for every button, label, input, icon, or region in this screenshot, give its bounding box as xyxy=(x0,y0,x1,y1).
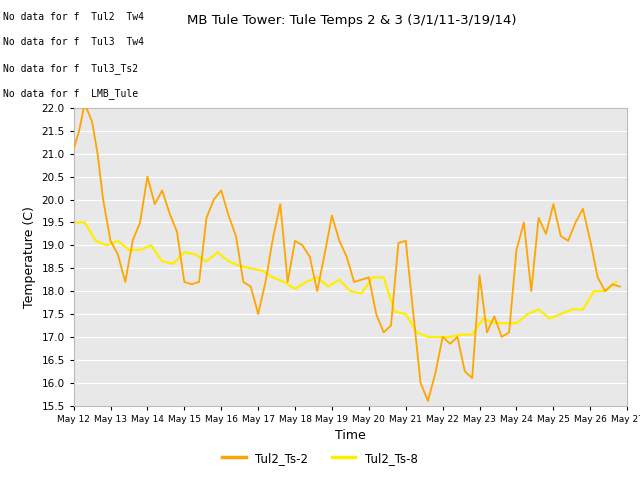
Tul2_Ts-8 xyxy=(557,311,564,317)
Tul2_Ts-8 xyxy=(302,279,310,285)
Tul2_Ts-8 xyxy=(280,279,288,285)
Tul2_Ts-8 xyxy=(103,242,111,248)
Tul2_Ts-8 xyxy=(380,275,387,280)
Tul2_Ts-2 xyxy=(424,398,432,404)
Tul2_Ts-8 xyxy=(247,265,255,271)
Y-axis label: Temperature (C): Temperature (C) xyxy=(23,206,36,308)
Line: Tul2_Ts-8: Tul2_Ts-8 xyxy=(74,222,616,337)
Tul2_Ts-8 xyxy=(225,259,232,264)
Tul2_Ts-8 xyxy=(457,332,465,337)
Tul2_Ts-8 xyxy=(468,332,476,337)
Tul2_Ts-8 xyxy=(358,290,365,296)
Tul2_Ts-2 xyxy=(446,341,454,347)
Tul2_Ts-2 xyxy=(81,100,88,106)
Tul2_Ts-8 xyxy=(291,286,299,292)
Tul2_Ts-8 xyxy=(402,311,410,317)
Tul2_Ts-2 xyxy=(262,279,269,285)
Line: Tul2_Ts-2: Tul2_Ts-2 xyxy=(74,103,620,401)
Tul2_Ts-8 xyxy=(214,249,221,255)
Tul2_Ts-8 xyxy=(114,238,122,244)
Tul2_Ts-8 xyxy=(258,268,266,274)
Tul2_Ts-8 xyxy=(446,334,454,340)
Tul2_Ts-2 xyxy=(520,219,528,225)
Tul2_Ts-8 xyxy=(314,275,321,280)
Tul2_Ts-8 xyxy=(147,242,155,248)
Tul2_Ts-8 xyxy=(546,316,554,322)
Tul2_Ts-8 xyxy=(92,238,100,244)
Tul2_Ts-8 xyxy=(70,219,77,225)
Tul2_Ts-8 xyxy=(136,247,144,253)
Tul2_Ts-8 xyxy=(324,284,332,289)
Tul2_Ts-8 xyxy=(391,309,399,314)
Tul2_Ts-8 xyxy=(479,316,487,322)
Tul2_Ts-8 xyxy=(612,279,620,285)
Tul2_Ts-8 xyxy=(180,249,188,255)
Tul2_Ts-8 xyxy=(346,288,354,294)
Tul2_Ts-8 xyxy=(125,247,133,253)
Tul2_Ts-8 xyxy=(502,320,509,326)
X-axis label: Time: Time xyxy=(335,429,366,442)
Tul2_Ts-8 xyxy=(524,311,531,317)
Tul2_Ts-2 xyxy=(70,146,77,152)
Tul2_Ts-8 xyxy=(269,275,276,280)
Tul2_Ts-8 xyxy=(568,307,576,312)
Tul2_Ts-8 xyxy=(236,263,244,269)
Tul2_Ts-8 xyxy=(191,252,199,257)
Text: MB Tule Tower: Tule Temps 2 & 3 (3/1/11-3/19/14): MB Tule Tower: Tule Temps 2 & 3 (3/1/11-… xyxy=(188,14,516,27)
Tul2_Ts-8 xyxy=(335,277,343,283)
Text: No data for f  Tul3_Ts2: No data for f Tul3_Ts2 xyxy=(3,63,138,74)
Tul2_Ts-8 xyxy=(158,259,166,264)
Tul2_Ts-8 xyxy=(424,334,432,340)
Tul2_Ts-8 xyxy=(170,261,177,266)
Tul2_Ts-8 xyxy=(413,329,420,335)
Tul2_Ts-8 xyxy=(590,288,598,294)
Tul2_Ts-8 xyxy=(535,307,543,312)
Tul2_Ts-2 xyxy=(122,279,129,285)
Tul2_Ts-2 xyxy=(358,277,365,283)
Tul2_Ts-8 xyxy=(435,334,443,340)
Tul2_Ts-8 xyxy=(81,219,88,225)
Text: No data for f  Tul3  Tw4: No data for f Tul3 Tw4 xyxy=(3,37,144,48)
Tul2_Ts-8 xyxy=(369,275,376,280)
Legend: Tul2_Ts-2, Tul2_Ts-8: Tul2_Ts-2, Tul2_Ts-8 xyxy=(218,447,422,469)
Tul2_Ts-2 xyxy=(616,284,623,289)
Text: No data for f  LMB_Tule: No data for f LMB_Tule xyxy=(3,88,138,99)
Tul2_Ts-8 xyxy=(601,288,609,294)
Text: No data for f  Tul2  Tw4: No data for f Tul2 Tw4 xyxy=(3,12,144,22)
Tul2_Ts-8 xyxy=(579,307,587,312)
Tul2_Ts-8 xyxy=(490,320,498,326)
Tul2_Ts-8 xyxy=(513,320,520,326)
Tul2_Ts-8 xyxy=(203,259,211,264)
Tul2_Ts-2 xyxy=(431,371,439,376)
